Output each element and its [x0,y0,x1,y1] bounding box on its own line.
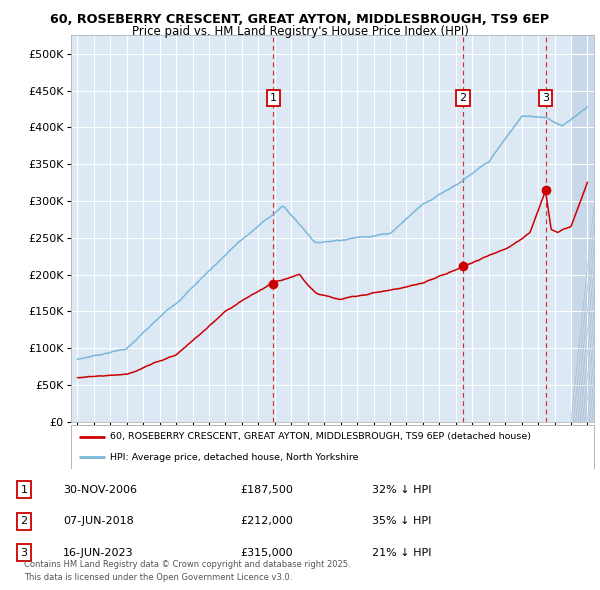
Text: 3: 3 [542,93,549,103]
Text: £212,000: £212,000 [240,516,293,526]
Text: 60, ROSEBERRY CRESCENT, GREAT AYTON, MIDDLESBROUGH, TS9 6EP (detached house): 60, ROSEBERRY CRESCENT, GREAT AYTON, MID… [110,432,531,441]
Bar [571,35,594,422]
Text: Price paid vs. HM Land Registry's House Price Index (HPI): Price paid vs. HM Land Registry's House … [131,25,469,38]
Text: £187,500: £187,500 [240,484,293,494]
Text: 30-NOV-2006: 30-NOV-2006 [63,484,137,494]
Text: 1: 1 [270,93,277,103]
Text: 07-JUN-2018: 07-JUN-2018 [63,516,134,526]
Text: 1: 1 [20,484,28,494]
Text: 16-JUN-2023: 16-JUN-2023 [63,548,134,558]
Text: 60, ROSEBERRY CRESCENT, GREAT AYTON, MIDDLESBROUGH, TS9 6EP: 60, ROSEBERRY CRESCENT, GREAT AYTON, MID… [50,13,550,26]
Text: HPI: Average price, detached house, North Yorkshire: HPI: Average price, detached house, Nort… [110,453,359,461]
Text: Contains HM Land Registry data © Crown copyright and database right 2025.
This d: Contains HM Land Registry data © Crown c… [24,560,350,582]
Text: £315,000: £315,000 [240,548,293,558]
Text: 2: 2 [460,93,467,103]
Text: 21% ↓ HPI: 21% ↓ HPI [372,548,431,558]
Text: 3: 3 [20,548,28,558]
Text: 35% ↓ HPI: 35% ↓ HPI [372,516,431,526]
Text: 32% ↓ HPI: 32% ↓ HPI [372,484,431,494]
Text: 2: 2 [20,516,28,526]
